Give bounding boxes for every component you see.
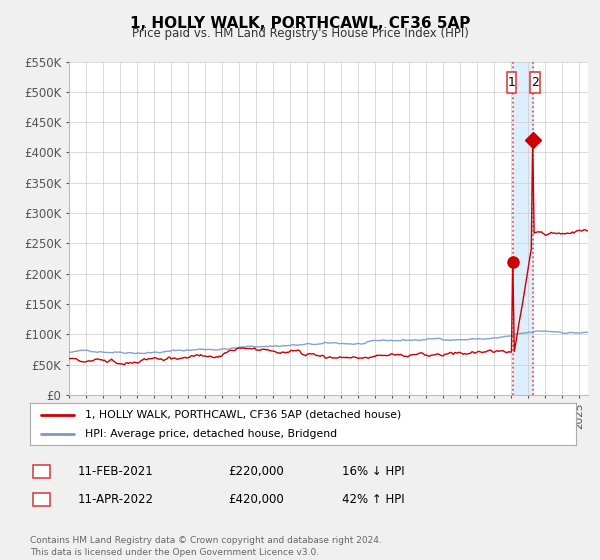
- Text: £420,000: £420,000: [228, 493, 284, 506]
- Text: 2: 2: [38, 493, 45, 506]
- Text: 11-FEB-2021: 11-FEB-2021: [78, 465, 154, 478]
- Text: £220,000: £220,000: [228, 465, 284, 478]
- Text: 1, HOLLY WALK, PORTHCAWL, CF36 5AP (detached house): 1, HOLLY WALK, PORTHCAWL, CF36 5AP (deta…: [85, 409, 401, 419]
- Text: 1: 1: [38, 465, 45, 478]
- Text: Price paid vs. HM Land Registry's House Price Index (HPI): Price paid vs. HM Land Registry's House …: [131, 27, 469, 40]
- Text: Contains HM Land Registry data © Crown copyright and database right 2024.
This d: Contains HM Land Registry data © Crown c…: [30, 536, 382, 557]
- FancyBboxPatch shape: [530, 72, 540, 94]
- Text: 42% ↑ HPI: 42% ↑ HPI: [342, 493, 404, 506]
- Bar: [514, 62, 533, 395]
- Text: 1, HOLLY WALK, PORTHCAWL, CF36 5AP: 1, HOLLY WALK, PORTHCAWL, CF36 5AP: [130, 16, 470, 31]
- FancyBboxPatch shape: [507, 72, 517, 94]
- Text: HPI: Average price, detached house, Bridgend: HPI: Average price, detached house, Brid…: [85, 429, 337, 439]
- Text: 1: 1: [508, 76, 516, 89]
- Text: 2: 2: [531, 76, 539, 89]
- Text: 16% ↓ HPI: 16% ↓ HPI: [342, 465, 404, 478]
- Text: 11-APR-2022: 11-APR-2022: [78, 493, 154, 506]
